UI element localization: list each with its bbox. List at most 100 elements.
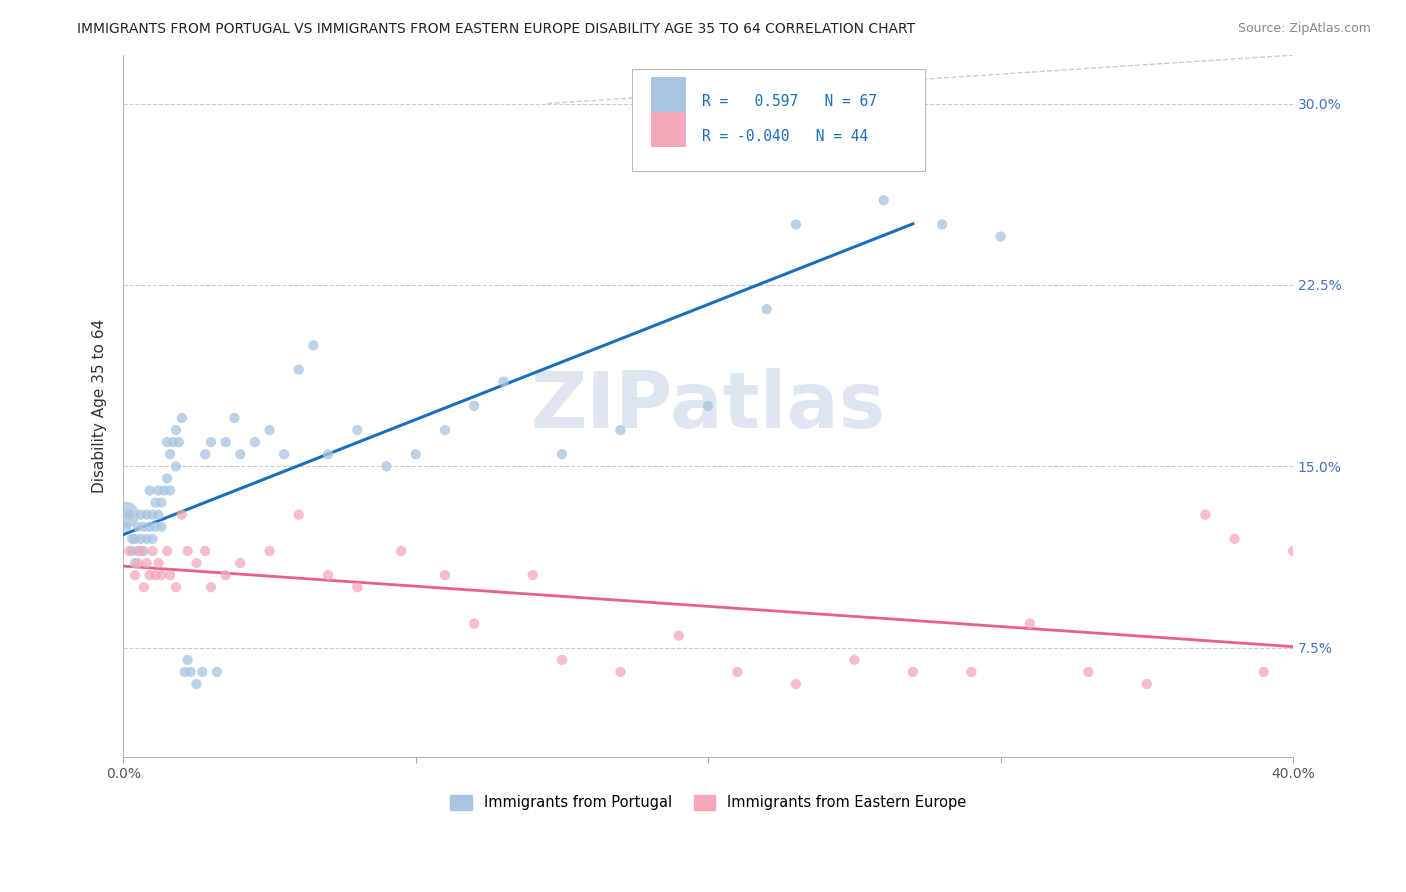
Point — [148, 556, 170, 570]
Point — [145, 520, 167, 534]
Point — [214, 568, 236, 582]
Point — [180, 665, 202, 679]
Legend: Immigrants from Portugal, Immigrants from Eastern Europe: Immigrants from Portugal, Immigrants fro… — [444, 789, 972, 816]
Point — [1018, 616, 1040, 631]
FancyBboxPatch shape — [633, 70, 925, 171]
Point — [785, 677, 807, 691]
Point — [167, 435, 190, 450]
Point — [492, 375, 515, 389]
Point — [200, 435, 222, 450]
Point — [194, 447, 217, 461]
Point — [551, 653, 574, 667]
Point — [162, 435, 184, 450]
Point — [186, 556, 208, 570]
Point — [165, 580, 187, 594]
Point — [1282, 544, 1305, 558]
Point — [375, 459, 398, 474]
Point — [186, 677, 208, 691]
Point — [405, 447, 427, 461]
Point — [259, 423, 281, 437]
Point — [138, 483, 160, 498]
Point — [173, 665, 195, 679]
Point — [135, 508, 157, 522]
Point — [960, 665, 983, 679]
Point — [243, 435, 266, 450]
Point — [609, 423, 631, 437]
Point — [433, 423, 456, 437]
Point — [156, 544, 179, 558]
Point — [115, 508, 138, 522]
Point — [176, 653, 198, 667]
Point — [115, 520, 138, 534]
Point — [389, 544, 412, 558]
Point — [135, 556, 157, 570]
Point — [229, 556, 252, 570]
Point — [159, 568, 181, 582]
Point — [433, 568, 456, 582]
Point — [346, 423, 368, 437]
Point — [121, 532, 143, 546]
Point — [118, 508, 141, 522]
Point — [170, 508, 193, 522]
Point — [127, 556, 149, 570]
Point — [145, 568, 167, 582]
Point — [1136, 677, 1159, 691]
Point — [124, 568, 146, 582]
Point — [697, 399, 720, 413]
FancyBboxPatch shape — [651, 112, 686, 147]
Point — [150, 568, 173, 582]
Point — [200, 580, 222, 594]
Point — [316, 568, 339, 582]
Point — [1194, 508, 1216, 522]
Point — [224, 411, 246, 425]
Point — [725, 665, 748, 679]
Point — [141, 544, 163, 558]
Y-axis label: Disability Age 35 to 64: Disability Age 35 to 64 — [93, 318, 107, 493]
Point — [118, 544, 141, 558]
Point — [346, 580, 368, 594]
Point — [785, 218, 807, 232]
Point — [132, 520, 155, 534]
Point — [129, 544, 152, 558]
Point — [145, 495, 167, 509]
Point — [259, 544, 281, 558]
Point — [1223, 532, 1246, 546]
Point — [287, 508, 309, 522]
Point — [844, 653, 866, 667]
Point — [302, 338, 325, 352]
Point — [127, 544, 149, 558]
Point — [287, 362, 309, 376]
Text: IMMIGRANTS FROM PORTUGAL VS IMMIGRANTS FROM EASTERN EUROPE DISABILITY AGE 35 TO : IMMIGRANTS FROM PORTUGAL VS IMMIGRANTS F… — [77, 22, 915, 37]
Point — [205, 665, 228, 679]
FancyBboxPatch shape — [651, 77, 686, 112]
Text: R =   0.597   N = 67: R = 0.597 N = 67 — [703, 94, 877, 109]
Point — [150, 495, 173, 509]
Point — [135, 532, 157, 546]
Point — [148, 508, 170, 522]
Point — [165, 423, 187, 437]
Point — [901, 665, 924, 679]
Point — [273, 447, 295, 461]
Point — [229, 447, 252, 461]
Text: Source: ZipAtlas.com: Source: ZipAtlas.com — [1237, 22, 1371, 36]
Point — [124, 556, 146, 570]
Point — [463, 399, 485, 413]
Point — [931, 218, 953, 232]
Point — [176, 544, 198, 558]
Point — [755, 302, 778, 317]
Point — [153, 483, 176, 498]
Point — [159, 483, 181, 498]
Point — [156, 471, 179, 485]
Text: R = -0.040   N = 44: R = -0.040 N = 44 — [703, 128, 869, 144]
Point — [165, 459, 187, 474]
Point — [1253, 665, 1275, 679]
Point — [844, 133, 866, 147]
Point — [124, 532, 146, 546]
Point — [463, 616, 485, 631]
Point — [194, 544, 217, 558]
Point — [668, 629, 690, 643]
Point — [316, 447, 339, 461]
Point — [609, 665, 631, 679]
Point — [170, 411, 193, 425]
Point — [214, 435, 236, 450]
